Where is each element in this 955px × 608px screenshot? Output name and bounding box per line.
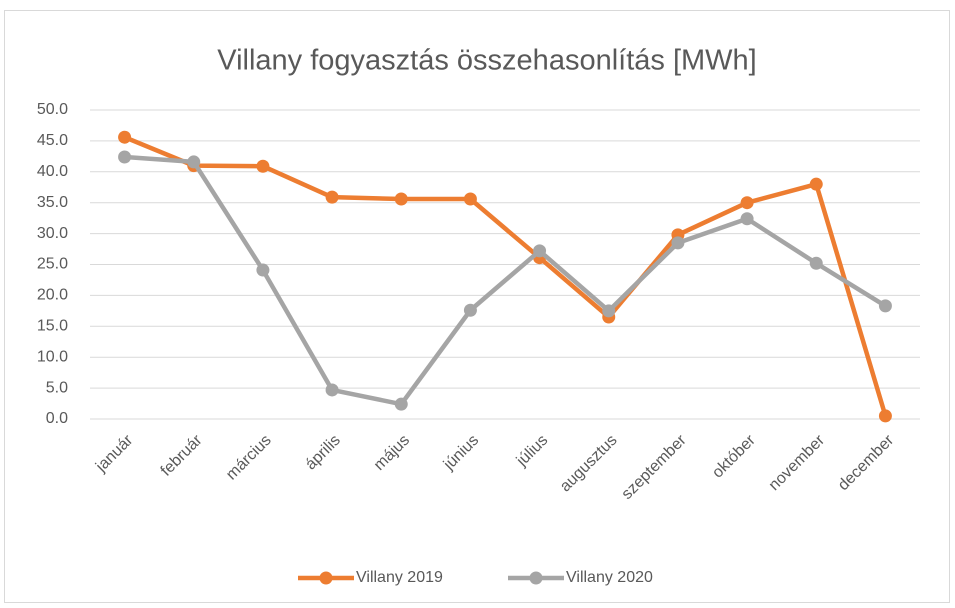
legend-marker (529, 571, 543, 585)
point (463, 303, 477, 317)
point (256, 159, 270, 173)
point (325, 190, 339, 204)
point (878, 409, 892, 423)
y-tick-label: 45.0 (37, 132, 68, 149)
legend-label: Villany 2020 (566, 569, 653, 586)
point (256, 263, 270, 277)
series-line (124, 154, 887, 407)
point (463, 192, 477, 206)
point (118, 130, 132, 144)
point (740, 196, 754, 210)
y-tick-label: 25.0 (37, 256, 68, 273)
point (118, 150, 132, 164)
point (394, 397, 408, 411)
y-tick-label: 50.0 (37, 101, 68, 118)
point (325, 383, 339, 397)
point (809, 177, 823, 191)
point (394, 192, 408, 206)
y-tick-label: 15.0 (37, 318, 68, 335)
y-tick-label: 5.0 (46, 379, 68, 396)
point (187, 155, 201, 169)
y-tick-label: 40.0 (37, 163, 68, 180)
point (878, 299, 892, 313)
legend-label: Villany 2019 (356, 569, 443, 586)
y-tick-label: 35.0 (37, 194, 68, 211)
point (671, 236, 685, 250)
y-tick-label: 0.0 (46, 410, 68, 427)
y-tick-label: 10.0 (37, 348, 68, 365)
series-line (123, 135, 888, 417)
chart-title: Villany fogyasztás összehasonlítás [MWh] (217, 45, 756, 77)
y-tick-label: 20.0 (37, 287, 68, 304)
point (602, 304, 616, 318)
point (533, 244, 547, 258)
legend-marker (319, 571, 333, 585)
point (740, 212, 754, 226)
point (809, 256, 823, 270)
y-tick-label: 30.0 (37, 225, 68, 242)
